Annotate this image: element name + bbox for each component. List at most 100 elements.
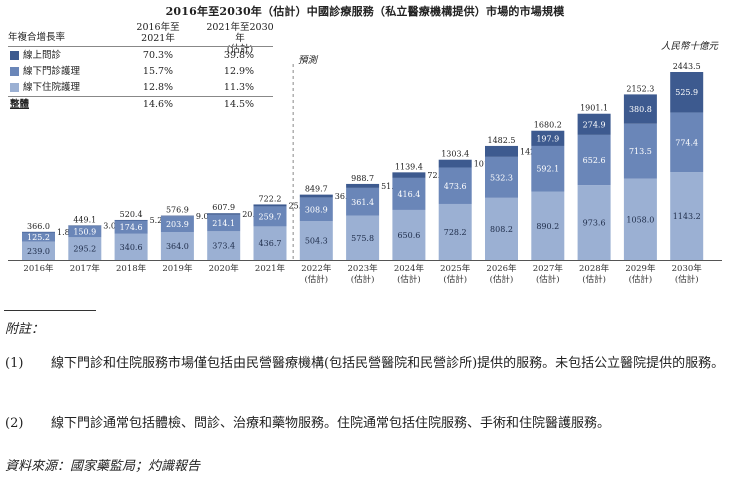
data-label: 364.0 bbox=[166, 242, 189, 251]
data-label: 592.1 bbox=[536, 165, 559, 174]
data-label: 473.6 bbox=[444, 182, 467, 191]
x-tick-label: 2020年 bbox=[209, 263, 240, 274]
data-label: 416.4 bbox=[397, 190, 420, 199]
x-tick-label: 2030年 bbox=[672, 263, 703, 274]
cagr-header-rule bbox=[8, 46, 273, 47]
total-label: 849.7 bbox=[305, 185, 328, 194]
bar-segment bbox=[114, 233, 148, 260]
data-label: 1143.2 bbox=[673, 212, 701, 221]
x-tick-label: 2022年 bbox=[301, 263, 332, 274]
total-label: 722.2 bbox=[259, 194, 282, 203]
bar-segment bbox=[299, 197, 333, 222]
x-tick-label: 2017年 bbox=[70, 263, 101, 274]
note-number: (1) bbox=[5, 356, 24, 371]
cagr-value: 12.9% bbox=[223, 66, 255, 77]
bar-segment bbox=[485, 197, 518, 260]
cagr-col2-header: 2021年至2030年 (估計) bbox=[206, 22, 274, 55]
cagr-value: 70.3% bbox=[142, 50, 174, 61]
data-label: 361.4 bbox=[351, 198, 374, 207]
bar-segment bbox=[299, 194, 333, 198]
bar-segment bbox=[623, 178, 657, 260]
cagr-col1-header: 2016年至 2021年 bbox=[136, 22, 180, 44]
x-tick-label: 2021年 bbox=[255, 263, 286, 274]
data-label: 3.0 bbox=[103, 222, 116, 231]
stacked-bar-chart: 239.0 125.2 1.8 366.0 2016年 295.2 150.9 3.0 449.… bbox=[8, 62, 722, 285]
data-label: 1.8 bbox=[57, 228, 70, 237]
bar-segment bbox=[485, 145, 518, 157]
data-label: 150.9 bbox=[73, 227, 96, 236]
bar-segment bbox=[207, 231, 241, 260]
total-label: 520.4 bbox=[120, 210, 143, 219]
bar-segment bbox=[22, 241, 55, 260]
data-label: 308.9 bbox=[305, 205, 328, 214]
bar-segment bbox=[670, 172, 704, 260]
bar-segment bbox=[670, 72, 704, 113]
data-label: 532.3 bbox=[490, 173, 513, 182]
cagr-row-inpatient: 線下住院護理 12.8% 11.3% bbox=[8, 81, 273, 94]
total-label: 1901.1 bbox=[580, 104, 608, 113]
x-tick-label: (估計) bbox=[536, 274, 560, 285]
x-tick-label: (估計) bbox=[397, 274, 421, 285]
bar-segment bbox=[346, 183, 380, 188]
bar-segment bbox=[438, 159, 472, 168]
data-label: 575.8 bbox=[351, 234, 374, 243]
total-label: 2152.3 bbox=[626, 84, 654, 93]
x-tick-label: 2026年 bbox=[486, 263, 517, 274]
total-label: 366.0 bbox=[27, 222, 50, 231]
x-tick-label: (估計) bbox=[490, 274, 514, 285]
data-label: 890.2 bbox=[536, 222, 559, 231]
bar-segment bbox=[346, 187, 380, 216]
cagr-value: 12.8% bbox=[142, 82, 174, 93]
bar-segment bbox=[577, 134, 611, 186]
data-label: 525.9 bbox=[675, 88, 698, 97]
x-tick-label: 2016年 bbox=[23, 263, 54, 274]
data-label: 174.6 bbox=[120, 223, 143, 232]
notes-title: 附註： bbox=[5, 322, 45, 337]
data-label: 197.9 bbox=[536, 134, 559, 143]
bar-segment bbox=[392, 177, 426, 210]
legend-swatch-online bbox=[10, 51, 19, 60]
x-tick-label: (估計) bbox=[351, 274, 375, 285]
bar-segment bbox=[670, 112, 704, 173]
x-tick-label: 2025年 bbox=[440, 263, 471, 274]
data-label: 203.9 bbox=[166, 220, 189, 229]
data-label: 25.8 bbox=[289, 201, 307, 210]
x-tick-label: (估計) bbox=[443, 274, 467, 285]
legend-swatch-inpatient bbox=[10, 83, 19, 92]
bar-segment bbox=[207, 214, 241, 232]
data-label: 973.6 bbox=[583, 219, 606, 228]
bar-segment bbox=[392, 172, 426, 178]
cagr-row-total: 整體 14.6% 14.5% bbox=[8, 98, 273, 111]
notes-divider bbox=[4, 310, 96, 311]
cagr-row-online: 線上問診 70.3% 39.8% bbox=[8, 49, 273, 62]
estimate-label: 預測 bbox=[298, 55, 318, 66]
cagr-value: 11.3% bbox=[223, 82, 255, 93]
bar-segment bbox=[438, 167, 472, 204]
total-label: 449.1 bbox=[73, 215, 96, 224]
x-tick-label: 2024年 bbox=[394, 263, 425, 274]
bar-segment bbox=[160, 215, 194, 217]
chart-title: 2016年至2030年（估計）中國診療服務（私立醫療機構提供）市場的市場規模 bbox=[165, 5, 565, 18]
data-label: 808.2 bbox=[490, 225, 513, 234]
legend-swatch-outpatient bbox=[10, 67, 19, 76]
bar-segment bbox=[68, 225, 102, 238]
total-label: 1680.2 bbox=[534, 121, 562, 130]
x-tick-label: (估計) bbox=[582, 274, 606, 285]
data-label: 340.6 bbox=[120, 243, 143, 252]
cagr-value: 14.5% bbox=[223, 99, 255, 110]
bar-segment bbox=[623, 94, 657, 124]
bar-segment bbox=[531, 130, 565, 146]
bar-segment bbox=[253, 226, 287, 260]
bar-segment bbox=[68, 225, 102, 227]
data-label: 774.4 bbox=[675, 138, 698, 147]
data-label: 72.4 bbox=[427, 171, 445, 180]
x-tick-label: (估計) bbox=[304, 274, 328, 285]
x-tick-label: 2019年 bbox=[162, 263, 193, 274]
data-label: 504.3 bbox=[305, 237, 328, 246]
data-label: 274.9 bbox=[583, 120, 606, 129]
bar-segment bbox=[438, 203, 472, 260]
data-label: 20.4 bbox=[242, 210, 260, 219]
bar-segment bbox=[346, 215, 380, 260]
data-label: 713.5 bbox=[629, 147, 652, 156]
x-tick-label: 2027年 bbox=[533, 263, 564, 274]
